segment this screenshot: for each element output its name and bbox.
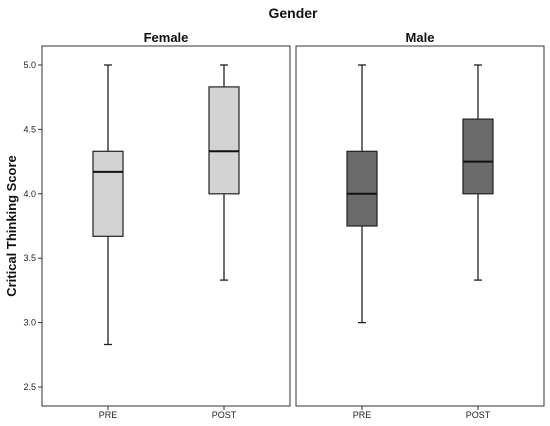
y-tick-label: 5.0 bbox=[23, 60, 36, 70]
box bbox=[462, 118, 494, 195]
category-label: POST bbox=[212, 410, 237, 420]
plot-layer: 2.5 3.0 3.5 4.0 4.5 5.0 Female PRE POST Male PRE PO… bbox=[23, 30, 545, 420]
y-tick-label: 4.5 bbox=[23, 124, 36, 134]
panel-1: Female PRE POST bbox=[41, 30, 291, 420]
panel-frame bbox=[295, 45, 545, 407]
category-label: PRE bbox=[353, 410, 372, 420]
panel-2: Male PRE POST bbox=[295, 30, 545, 420]
box bbox=[208, 86, 240, 195]
super-title: Gender bbox=[268, 5, 318, 21]
panel-title: Male bbox=[406, 30, 435, 45]
panel-frame bbox=[41, 45, 291, 407]
box bbox=[92, 150, 124, 237]
y-tick-label: 3.0 bbox=[23, 318, 36, 328]
y-axis-title: Critical Thinking Score bbox=[4, 155, 19, 297]
box bbox=[346, 150, 378, 227]
panel-title: Female bbox=[144, 30, 189, 45]
y-tick-label: 4.0 bbox=[23, 189, 36, 199]
category-label: PRE bbox=[99, 410, 118, 420]
y-tick-label: 2.5 bbox=[23, 382, 36, 392]
y-tick-label: 3.5 bbox=[23, 253, 36, 263]
category-label: POST bbox=[466, 410, 491, 420]
